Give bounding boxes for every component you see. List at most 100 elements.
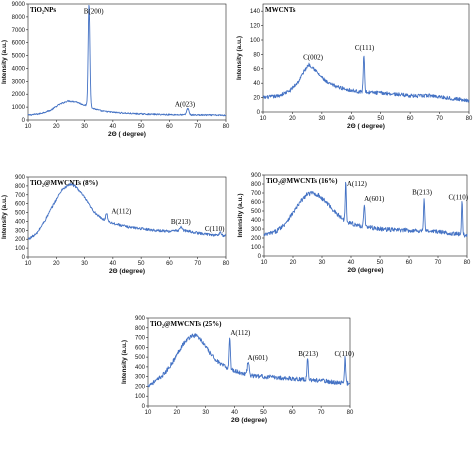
- y-tick-label: 40: [253, 81, 260, 87]
- y-tick-label: 500: [15, 211, 26, 217]
- y-tick-label: 200: [135, 384, 146, 390]
- y-tick-label: 1000: [12, 105, 26, 111]
- y-tick-label: 20: [253, 96, 260, 102]
- y-tick-label: 700: [15, 193, 26, 199]
- xrd-series-line: [27, 182, 227, 240]
- y-tick-label: 8000: [12, 15, 26, 21]
- peak-label: A(112): [347, 180, 368, 188]
- y-tick-label: 200: [15, 237, 26, 243]
- y-tick-label: 2000: [12, 92, 26, 98]
- peak-label: C(110): [334, 350, 354, 358]
- x-tick-label: 20: [53, 261, 60, 267]
- x-tick-label: 80: [464, 260, 471, 266]
- x-axis-label: 2Θ ( degree): [108, 131, 146, 138]
- x-tick-label: 10: [25, 124, 32, 130]
- x-tick-label: 70: [436, 116, 443, 122]
- x-tick-label: 80: [466, 116, 473, 122]
- x-tick-label: 60: [406, 260, 413, 266]
- y-tick-label: 6000: [12, 41, 26, 47]
- peak-label: B(213): [412, 188, 433, 196]
- y-tick-label: 100: [250, 38, 261, 44]
- y-axis-label: Intensity (a.u.): [121, 340, 128, 384]
- y-tick-label: 600: [251, 200, 262, 206]
- y-tick-label: 700: [135, 336, 146, 342]
- y-tick-label: 5000: [12, 54, 26, 60]
- y-tick-label: 100: [135, 394, 146, 400]
- y-tick-label: 100: [15, 246, 26, 252]
- panel-title: TiO₂@MWCNTs (25%): [150, 320, 222, 328]
- x-tick-label: 70: [318, 410, 325, 416]
- y-tick-label: 400: [251, 218, 262, 224]
- y-axis-label: Intensity (a.u.): [237, 193, 244, 237]
- x-tick-label: 20: [53, 124, 60, 130]
- xrd-panel-4: 10 20 30 40 50 60 70 80010020030040050060070080…: [237, 173, 471, 274]
- panel-title: TiO₂@MWCNTs (8%): [30, 179, 99, 187]
- x-tick-label: 30: [319, 116, 326, 122]
- x-tick-label: 80: [223, 124, 230, 130]
- x-tick-label: 40: [110, 261, 117, 267]
- peak-label: A(601): [364, 195, 385, 203]
- peak-label: C(110): [205, 225, 225, 233]
- panel-title: TiO₂@MWCNTs (16%): [266, 177, 338, 185]
- xrd-series-line: [27, 4, 227, 117]
- xrd-panel-5: 10 20 30 40 50 60 70 80010020030040050060070080…: [121, 316, 355, 424]
- y-tick-label: 9000: [12, 2, 26, 8]
- y-tick-label: 600: [135, 345, 146, 351]
- y-tick-label: 800: [15, 184, 26, 190]
- peak-label: A(023): [175, 100, 196, 108]
- y-tick-label: 80: [253, 52, 260, 58]
- x-axis-label: 2Θ ( degree): [347, 123, 385, 130]
- x-tick-label: 40: [231, 410, 238, 416]
- y-tick-label: 0: [142, 404, 146, 410]
- y-axis-label: Intensity (a.u.): [236, 36, 243, 80]
- y-axis-label: Intensity (a.u.): [1, 40, 8, 84]
- y-tick-label: 0: [22, 255, 26, 261]
- x-tick-label: 70: [194, 124, 201, 130]
- y-tick-label: 800: [135, 326, 146, 332]
- y-tick-label: 300: [135, 375, 146, 381]
- x-tick-label: 60: [166, 124, 173, 130]
- y-axis-label: Intensity (a.u.): [1, 195, 8, 239]
- peak-label: A(601): [248, 354, 269, 362]
- y-tick-label: 500: [135, 355, 146, 361]
- y-tick-label: 200: [251, 236, 262, 242]
- y-tick-label: 300: [15, 228, 26, 234]
- x-tick-label: 50: [377, 260, 384, 266]
- plot-frame: [27, 176, 227, 258]
- x-tick-label: 30: [202, 410, 209, 416]
- plot-frame: [27, 3, 227, 121]
- x-tick-label: 20: [174, 410, 181, 416]
- x-tick-label: 30: [81, 261, 88, 267]
- xrd-panel-1: 10 20 30 40 50 60 70 80 0 1000 2000 3000 4000 5000 600…: [1, 2, 230, 138]
- y-tick-label: 700: [251, 191, 262, 197]
- y-tick-label: 400: [135, 365, 146, 371]
- plot-frame: [147, 317, 351, 407]
- y-tick-label: 60: [253, 67, 260, 73]
- y-tick-label: 300: [251, 227, 262, 233]
- x-tick-label: 50: [138, 124, 145, 130]
- y-tick-label: 800: [251, 182, 262, 188]
- peak-label: A(112): [230, 329, 251, 337]
- peak-label: A(112): [111, 207, 132, 215]
- plot-frame: [263, 174, 468, 257]
- panel-title: TiO₂NPs: [30, 6, 56, 14]
- y-tick-label: 0: [258, 254, 262, 260]
- x-tick-label: 50: [377, 116, 384, 122]
- y-tick-label: 400: [15, 219, 26, 225]
- x-tick-label: 70: [194, 261, 201, 267]
- x-tick-label: 80: [347, 410, 354, 416]
- x-tick-label: 60: [166, 261, 173, 267]
- x-tick-label: 10: [145, 410, 152, 416]
- y-tick-label: 100: [251, 245, 262, 251]
- xrd-series-line: [262, 55, 470, 103]
- x-tick-label: 60: [407, 116, 414, 122]
- x-tick-label: 30: [319, 260, 326, 266]
- x-tick-label: 60: [289, 410, 296, 416]
- y-tick-label: 140: [250, 9, 261, 15]
- x-tick-label: 40: [110, 124, 117, 130]
- peak-label: C(002): [303, 53, 324, 61]
- x-axis-label: 2Θ (degree): [231, 417, 267, 424]
- y-tick-label: 3000: [12, 79, 26, 85]
- x-axis-label: 2Θ (degree): [109, 268, 145, 275]
